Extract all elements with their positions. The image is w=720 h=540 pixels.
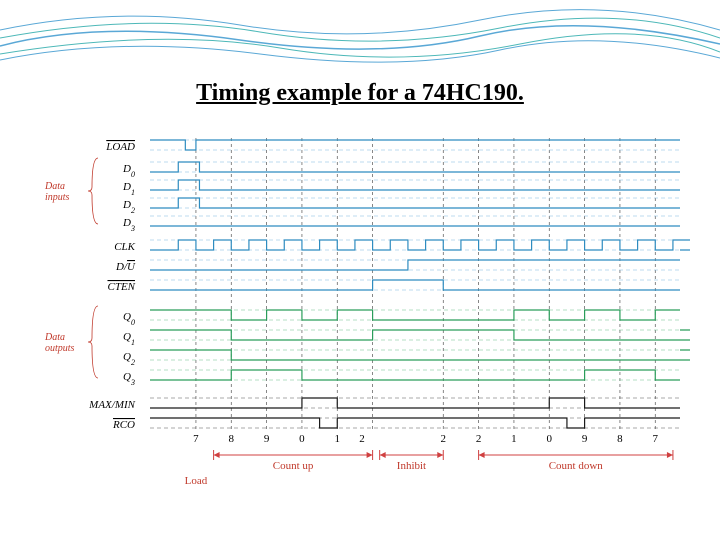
- svg-text:8: 8: [229, 433, 235, 445]
- svg-text:outputs: outputs: [45, 343, 75, 354]
- svg-text:Inhibit: Inhibit: [397, 460, 426, 472]
- svg-text:0: 0: [547, 433, 553, 445]
- svg-text:2: 2: [441, 433, 447, 445]
- svg-text:D/U: D/U: [115, 261, 136, 273]
- svg-text:9: 9: [264, 433, 270, 445]
- svg-text:CTEN: CTEN: [107, 281, 135, 293]
- timing-diagram: DatainputsDataoutputsLOADD0D1D2D3CLKD/UC…: [40, 130, 690, 520]
- svg-text:Q1: Q1: [123, 331, 135, 347]
- svg-text:MAX/MIN: MAX/MIN: [88, 399, 135, 411]
- svg-text:D2: D2: [122, 199, 135, 215]
- svg-text:Q2: Q2: [123, 351, 135, 367]
- svg-text:2: 2: [359, 433, 365, 445]
- svg-text:9: 9: [582, 433, 588, 445]
- svg-text:inputs: inputs: [45, 192, 70, 203]
- svg-text:Q0: Q0: [123, 311, 135, 327]
- svg-text:D3: D3: [122, 217, 135, 233]
- svg-text:0: 0: [299, 433, 305, 445]
- svg-text:7: 7: [193, 433, 199, 445]
- svg-text:7: 7: [653, 433, 659, 445]
- svg-text:2: 2: [476, 433, 482, 445]
- svg-text:1: 1: [511, 433, 517, 445]
- svg-text:Data: Data: [44, 332, 65, 343]
- svg-text:1: 1: [335, 433, 341, 445]
- svg-text:RCO: RCO: [112, 419, 135, 431]
- svg-text:8: 8: [617, 433, 623, 445]
- svg-text:CLK: CLK: [114, 241, 135, 253]
- svg-text:Q3: Q3: [123, 371, 135, 387]
- header-wave-decoration: [0, 0, 720, 80]
- svg-text:D0: D0: [122, 163, 135, 179]
- svg-text:Count up: Count up: [273, 460, 314, 472]
- svg-text:Data: Data: [44, 181, 65, 192]
- page-title: Timing example for a 74HC190.: [0, 80, 720, 107]
- svg-text:Load: Load: [185, 475, 208, 487]
- svg-text:Count down: Count down: [549, 460, 604, 472]
- svg-text:D1: D1: [122, 181, 135, 197]
- svg-text:LOAD: LOAD: [105, 141, 135, 153]
